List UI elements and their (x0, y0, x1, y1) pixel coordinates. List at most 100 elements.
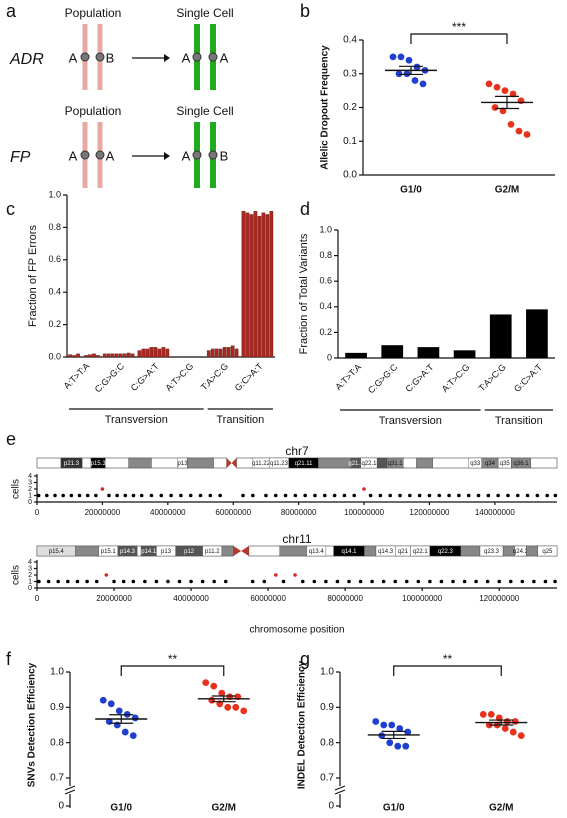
x-tick-label: 0 (35, 508, 40, 517)
band-label: p13 (178, 461, 189, 467)
data-point (474, 579, 478, 584)
data-point (508, 579, 513, 584)
band-label: p15.4 (49, 549, 65, 555)
band-label: q34 (485, 461, 496, 467)
y-axis-label: INDEL Detection Efficiency (297, 660, 308, 789)
data-point (293, 493, 298, 498)
chromosome-band (90, 457, 106, 469)
diagram-title: Single Cell (176, 104, 233, 118)
data-point (283, 493, 288, 498)
bar (68, 354, 72, 358)
data-point (69, 493, 74, 498)
y-tick-label: 0.6 (48, 254, 61, 264)
band-label: q21.3 (348, 461, 364, 467)
x-tick-label: 20000000 (85, 508, 121, 517)
bar (526, 309, 548, 358)
y-tick-label: 0.8 (319, 250, 332, 260)
band-label: q21.11 (295, 461, 314, 467)
panel-letter: a (6, 1, 17, 21)
data-point (507, 120, 515, 128)
bar (145, 348, 150, 358)
bar (137, 350, 142, 358)
bar (76, 353, 80, 358)
bar (149, 347, 154, 358)
data-point (543, 579, 548, 584)
y-tick-label: 1.0 (319, 224, 332, 234)
allele-locus (192, 52, 202, 62)
y-tick-label: 0 (28, 585, 32, 592)
band-label: q22.1 (413, 549, 429, 555)
bar (92, 353, 96, 358)
x-tick-label: 100000000 (402, 594, 443, 603)
error-bar (381, 730, 406, 740)
bar (218, 348, 223, 358)
allele-label: B (220, 148, 229, 163)
band-label: p13 (161, 549, 172, 555)
y-axis-label: cells (11, 565, 22, 585)
bar (130, 353, 135, 358)
bar (106, 353, 111, 358)
data-point (511, 718, 519, 725)
data-point (94, 493, 98, 498)
data-point (115, 493, 119, 498)
data-point (189, 579, 193, 584)
chromosome-band (460, 545, 481, 557)
x-tick-label: 80000000 (327, 594, 363, 603)
data-point (451, 579, 455, 584)
data-point (240, 707, 248, 715)
bar (230, 345, 235, 358)
data-point (131, 493, 136, 498)
x-tick-label: C:G>G:C (93, 361, 127, 395)
data-point (509, 90, 517, 98)
data-point (293, 573, 297, 577)
data-point (462, 579, 467, 584)
data-point (553, 493, 558, 498)
data-point (370, 579, 374, 584)
bar (141, 348, 146, 358)
data-point (100, 487, 105, 491)
data-point (149, 493, 154, 498)
y-axis-label: Fraction of FP Errors (27, 225, 39, 327)
allele-locus (95, 150, 105, 160)
data-point (300, 579, 305, 584)
x-tick-label: G:C>A:T (512, 362, 544, 394)
band-label: q36.1 (514, 461, 530, 467)
data-point (218, 689, 226, 697)
x-tick-label: A:T>T:A (62, 361, 92, 391)
data-point (501, 725, 509, 732)
band-label: p14.3 (120, 549, 136, 555)
allele-locus (208, 150, 218, 160)
data-point (210, 682, 218, 690)
data-point (45, 493, 49, 498)
x-tick-label: 0 (35, 594, 40, 603)
bar (118, 353, 123, 358)
chromosome-band (525, 545, 538, 557)
y-tick-label: 0.4 (48, 287, 61, 297)
diagram-title: Population (65, 104, 122, 118)
data-point (131, 714, 139, 722)
data-point (515, 127, 523, 135)
band-label: q22.3 (438, 549, 454, 555)
data-point (419, 80, 427, 88)
group-label: Transition (216, 414, 264, 426)
data-point (395, 70, 403, 78)
data-point (223, 579, 228, 584)
data-point (503, 718, 511, 725)
data-point (342, 493, 347, 498)
bar (102, 353, 107, 358)
data-point (381, 579, 386, 584)
data-point (131, 579, 136, 584)
chromosome-band (187, 457, 214, 469)
chart-title: chr7 (285, 444, 309, 458)
band-label: q31.1 (388, 461, 404, 467)
y-tick-label: 0.0 (343, 170, 357, 181)
data-point (121, 579, 126, 584)
data-point (352, 493, 357, 498)
x-tick-label: C:G>G:C (366, 362, 400, 396)
bar (126, 352, 131, 358)
allele-locus (192, 150, 202, 160)
bar (96, 355, 100, 358)
y-axis-label: Fraction of Total Variants (298, 233, 310, 354)
x-tick-label: G1/0 (110, 803, 132, 814)
y-tick-label: 3 (28, 479, 32, 486)
